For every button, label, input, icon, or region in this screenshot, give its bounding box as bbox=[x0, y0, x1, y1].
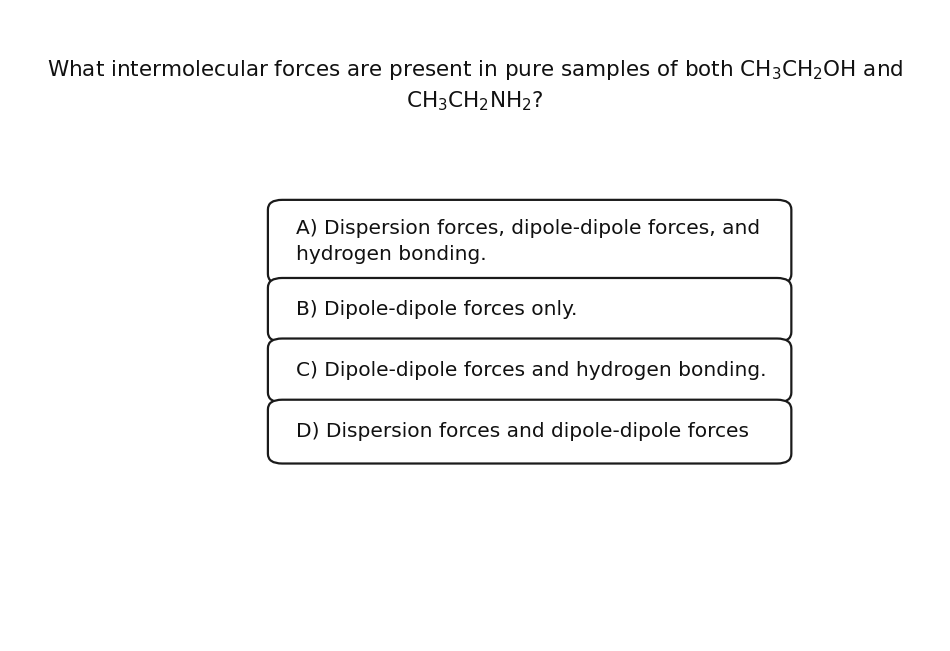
Text: D) Dispersion forces and dipole-dipole forces: D) Dispersion forces and dipole-dipole f… bbox=[296, 422, 750, 441]
FancyBboxPatch shape bbox=[268, 278, 791, 342]
Text: A) Dispersion forces, dipole-dipole forces, and
hydrogen bonding.: A) Dispersion forces, dipole-dipole forc… bbox=[296, 219, 761, 264]
Text: C) Dipole-dipole forces and hydrogen bonding.: C) Dipole-dipole forces and hydrogen bon… bbox=[296, 361, 767, 380]
FancyBboxPatch shape bbox=[268, 400, 791, 464]
FancyBboxPatch shape bbox=[268, 339, 791, 402]
FancyBboxPatch shape bbox=[268, 200, 791, 284]
Text: What intermolecular forces are present in pure samples of both $\mathregular{CH_: What intermolecular forces are present i… bbox=[47, 59, 903, 82]
Text: B) Dipole-dipole forces only.: B) Dipole-dipole forces only. bbox=[296, 300, 578, 320]
Text: $\mathregular{CH_3CH_2NH_2}$?: $\mathregular{CH_3CH_2NH_2}$? bbox=[407, 89, 543, 113]
